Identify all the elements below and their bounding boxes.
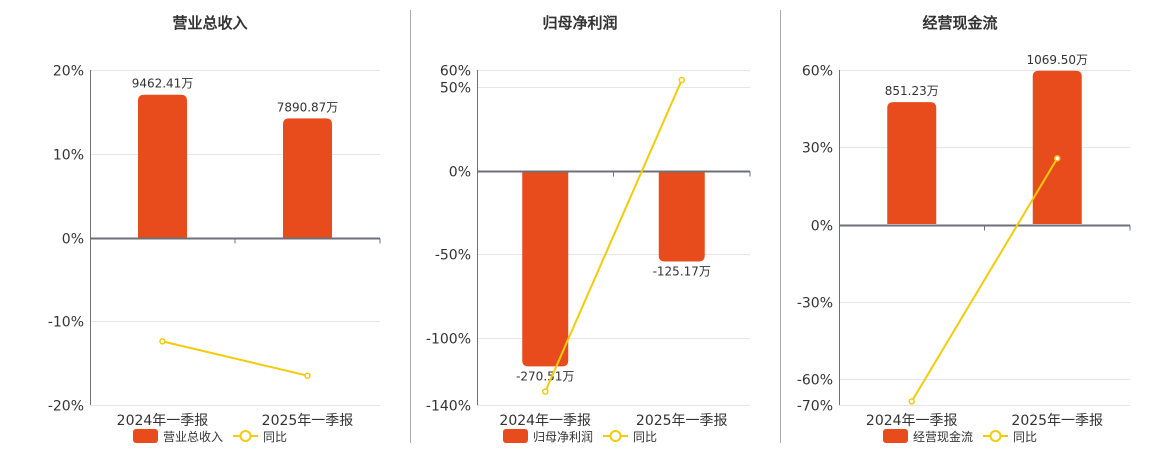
- y-tick-label: 60%: [802, 64, 833, 80]
- yoy-point: [542, 388, 549, 395]
- bar-data-label: 7890.87万: [277, 100, 339, 114]
- legend-bar-swatch: [503, 429, 528, 443]
- yoy-point: [678, 76, 685, 84]
- chart-panel-3: 经营现金流 60% 30% 0% -30% -60% -70% 851.23万 1069.50万…: [797, 14, 1131, 444]
- bar-data-label: 1069.50万: [1026, 53, 1088, 67]
- y-tick-label: 30%: [802, 141, 833, 157]
- bar-data-label: -270.51万: [516, 369, 574, 383]
- y-tick-label: -140%: [426, 399, 471, 415]
- yoy-point: [908, 398, 915, 405]
- legend-line-marker: [609, 430, 622, 442]
- legend-bar-swatch: [883, 429, 908, 443]
- bar: [522, 171, 569, 367]
- x-tick-label: 2025年一季报: [1011, 413, 1103, 429]
- x-tick-label: 2024年一季报: [499, 413, 591, 429]
- legend-line-label: 同比: [1013, 430, 1037, 444]
- yoy-point: [304, 372, 311, 379]
- legend-line-label: 同比: [263, 430, 287, 444]
- yoy-line: [162, 340, 308, 377]
- bar: [658, 171, 705, 262]
- y-tick-label: -30%: [797, 296, 833, 312]
- y-tick-label: -10%: [48, 315, 84, 331]
- y-tick-label: -70%: [797, 399, 833, 415]
- x-tick-label: 2024年一季报: [117, 413, 209, 429]
- y-tick-label: 10%: [53, 148, 84, 164]
- y-tick-label: 0%: [449, 165, 471, 181]
- bar: [887, 102, 937, 225]
- bar: [1032, 70, 1082, 225]
- y-tick-label: -100%: [426, 332, 471, 348]
- x-tick-label: 2025年一季报: [636, 413, 728, 429]
- y-tick-label: -20%: [48, 399, 84, 415]
- y-tick-label: -50%: [435, 248, 471, 264]
- legend-bar-swatch: [133, 429, 158, 443]
- bar-data-label: 9462.41万: [132, 77, 194, 91]
- chart-panel-1: 营业总收入 20% 10% 0% -10% -20% 9462.41万 7890.87万 202…: [48, 14, 381, 444]
- yoy-line: [544, 79, 683, 393]
- bar-data-label: -125.17万: [653, 264, 711, 278]
- legend-bar-label: 归母净利润: [533, 430, 593, 444]
- yoy-point: [1054, 155, 1061, 162]
- chart-title: 归母净利润: [542, 14, 617, 32]
- chart-panel-2: 归母净利润 60%50% 0% -50% -100% -140% -270.51万 -125.…: [426, 14, 751, 444]
- y-tick-label: 0%: [62, 232, 84, 248]
- legend: 营业总收入 同比: [133, 429, 287, 444]
- y-tick-label: 50%: [440, 81, 471, 97]
- legend-line-marker: [239, 430, 252, 442]
- legend-bar-label: 营业总收入: [163, 430, 223, 444]
- legend-line-marker: [989, 430, 1002, 442]
- y-tick-label: 60%: [440, 64, 471, 80]
- bar: [138, 94, 187, 238]
- chart-title: 经营现金流: [922, 14, 997, 32]
- y-tick-label: -60%: [797, 373, 833, 389]
- x-tick-label: 2024年一季报: [866, 413, 958, 429]
- yoy-line: [910, 157, 1059, 402]
- legend: 归母净利润 同比: [503, 429, 657, 444]
- yoy-point: [159, 338, 166, 345]
- legend-bar-label: 经营现金流: [913, 429, 973, 444]
- y-tick-label: 20%: [53, 64, 84, 80]
- chart-title: 营业总收入: [172, 14, 247, 32]
- x-tick-label: 2025年一季报: [262, 413, 354, 429]
- legend: 经营现金流 同比: [883, 429, 1037, 444]
- bar: [283, 118, 332, 238]
- legend-line-label: 同比: [633, 430, 657, 444]
- y-tick-label: 0%: [811, 219, 833, 235]
- bar-data-label: 851.23万: [885, 84, 939, 98]
